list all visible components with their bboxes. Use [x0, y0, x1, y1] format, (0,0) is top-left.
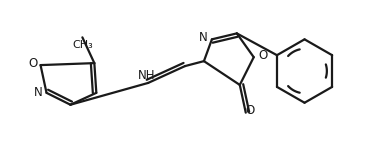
Text: N: N: [199, 31, 207, 44]
Text: NH: NH: [137, 69, 155, 82]
Text: O: O: [28, 57, 37, 70]
Text: O: O: [258, 49, 267, 62]
Text: CH₃: CH₃: [72, 40, 93, 50]
Text: O: O: [245, 104, 254, 117]
Text: N: N: [34, 86, 43, 99]
